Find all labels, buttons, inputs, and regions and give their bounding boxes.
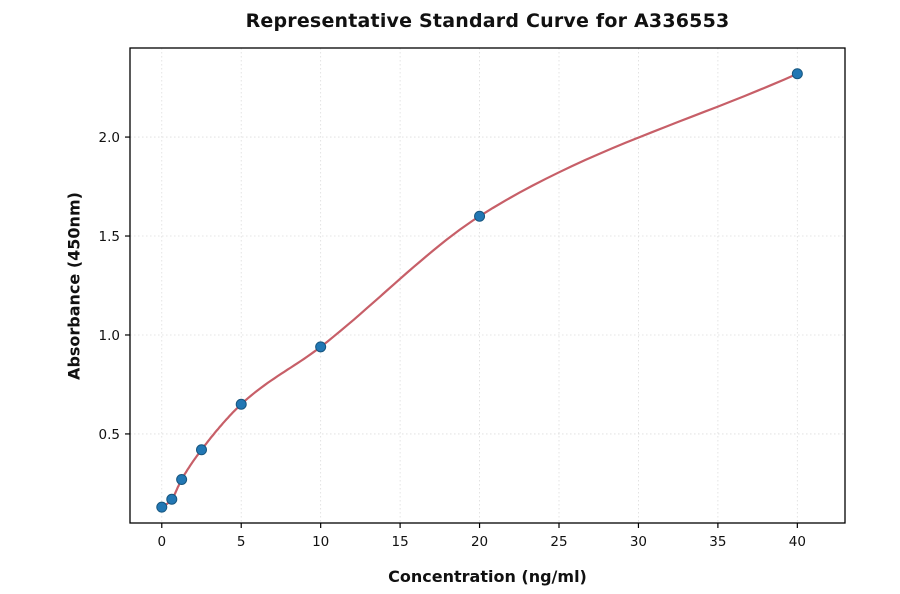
y-axis-label: Absorbance (450nm) bbox=[64, 192, 84, 380]
data-point bbox=[166, 493, 178, 505]
x-tick-label: 25 bbox=[550, 534, 567, 550]
y-tick-label: 1.0 bbox=[99, 328, 120, 344]
y-tick-label: 0.5 bbox=[99, 427, 120, 443]
data-point bbox=[196, 444, 207, 456]
data-point bbox=[235, 398, 247, 410]
fit-curve bbox=[160, 72, 799, 509]
chart-title: Representative Standard Curve for A33655… bbox=[245, 10, 730, 32]
plot-border bbox=[129, 47, 846, 524]
y-tick-label: 2.0 bbox=[99, 130, 120, 146]
y-tick-label: 1.5 bbox=[99, 229, 120, 245]
x-tick-label: 5 bbox=[237, 534, 246, 550]
x-tick-label: 10 bbox=[312, 534, 329, 550]
x-axis-label: Concentration (ng/ml) bbox=[388, 567, 587, 586]
x-tick-label: 20 bbox=[471, 534, 488, 550]
data-point bbox=[176, 473, 188, 485]
x-tick-label: 0 bbox=[157, 534, 166, 550]
x-tick-label: 15 bbox=[392, 534, 409, 550]
data-point bbox=[791, 68, 803, 80]
data-point bbox=[474, 210, 486, 222]
data-point bbox=[156, 501, 168, 513]
x-tick-label: 40 bbox=[789, 534, 806, 550]
data-point bbox=[315, 341, 327, 353]
x-tick-label: 35 bbox=[709, 534, 726, 550]
x-tick-label: 30 bbox=[630, 534, 647, 550]
